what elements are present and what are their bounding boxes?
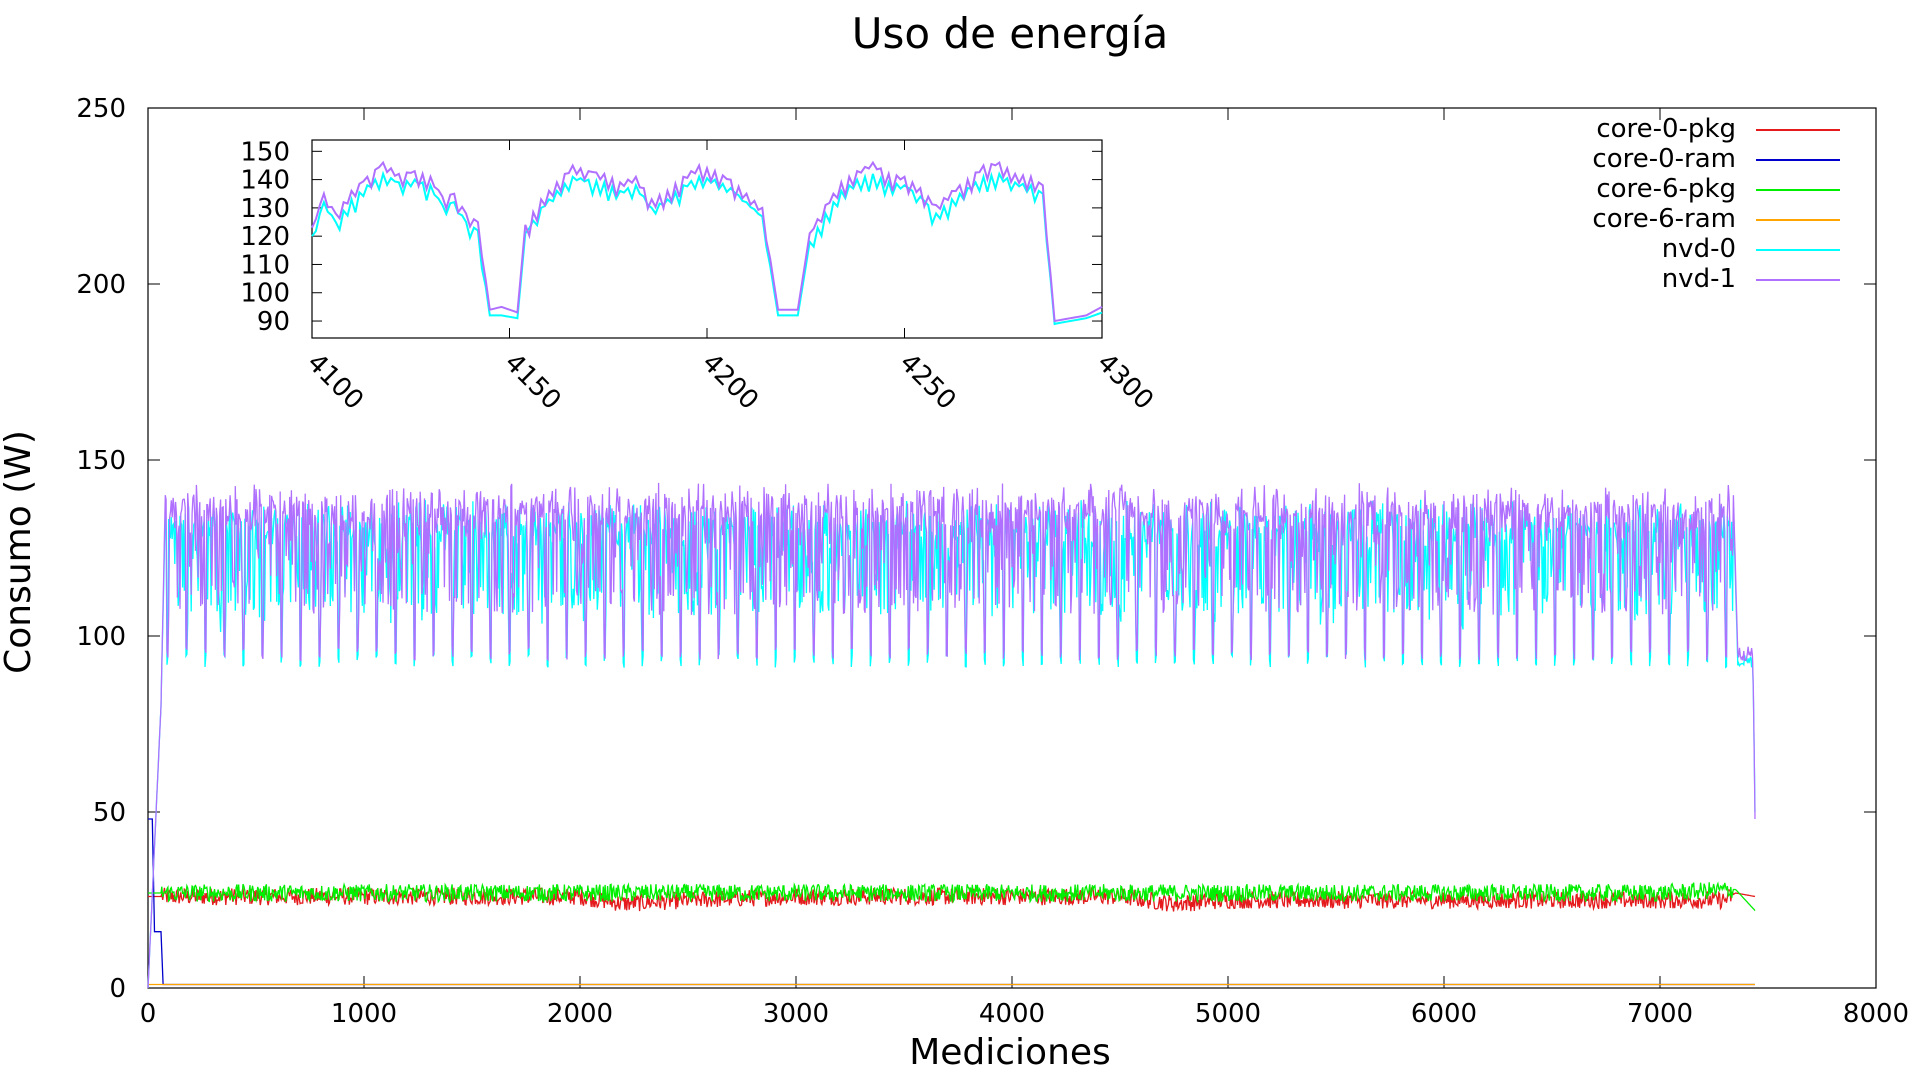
inset-y-tick-label: 140: [240, 166, 290, 196]
main-plot: 0 1000 2000 3000 4000 5000 6000 7000 80000501001…: [76, 94, 1909, 1029]
chart-title: Uso de energía: [852, 9, 1168, 58]
legend-label-core-6-pkg: core-6-pkg: [1596, 174, 1736, 204]
inset-frame: [311, 139, 1103, 339]
x-tick-label: 5000: [1195, 999, 1261, 1029]
y-tick-label: 250: [76, 94, 126, 124]
y-tick-label: 0: [109, 974, 126, 1004]
inset-series-line-nvd-1: [311, 160, 1103, 323]
inset-y-tick-label: 100: [240, 279, 290, 309]
inset-x-tick-label: 4200: [696, 348, 764, 416]
inset-y-tick-label: 120: [240, 222, 290, 252]
inset-y-tick-label: 130: [240, 194, 290, 224]
x-tick-label: 6000: [1411, 999, 1477, 1029]
y-tick-label: 100: [76, 622, 126, 652]
x-tick-label: 3000: [763, 999, 829, 1029]
inset-x-tick-label: 4100: [301, 348, 369, 416]
legend-label-core-6-ram: core-6-ram: [1592, 204, 1736, 234]
inset-y-tick-label: 110: [240, 250, 290, 280]
series-line-nvd-1: [147, 482, 1756, 989]
inset-x-tick-label: 4150: [499, 348, 567, 416]
y-axis-title: Consumo (W): [0, 430, 39, 674]
y-tick-label: 200: [76, 270, 126, 300]
y-tick-label: 150: [76, 446, 126, 476]
y-tick-label: 50: [93, 798, 126, 828]
legend-label-core-0-pkg: core-0-pkg: [1596, 114, 1736, 144]
inset-y-tick-label: 90: [257, 307, 290, 337]
x-tick-label: 4000: [979, 999, 1045, 1029]
x-axis-title: Mediciones: [909, 1032, 1111, 1073]
x-tick-label: 2000: [547, 999, 613, 1029]
legend: core-0-pkgcore-0-ramcore-6-pkgcore-6-ram…: [1592, 114, 1840, 294]
inset-x-tick-label: 4300: [1091, 348, 1159, 416]
x-tick-label: 1000: [331, 999, 397, 1029]
x-tick-label: 7000: [1627, 999, 1693, 1029]
inset-x-tick-label: 4250: [894, 348, 962, 416]
legend-label-core-0-ram: core-0-ram: [1592, 144, 1736, 174]
legend-label-nvd-0: nvd-0: [1662, 234, 1736, 264]
series-line-core-6-pkg: [148, 881, 1756, 912]
x-tick-label: 8000: [1843, 999, 1909, 1029]
legend-label-nvd-1: nvd-1: [1662, 264, 1736, 294]
x-tick-label: 0: [140, 999, 157, 1029]
inset-y-tick-label: 150: [240, 137, 290, 167]
